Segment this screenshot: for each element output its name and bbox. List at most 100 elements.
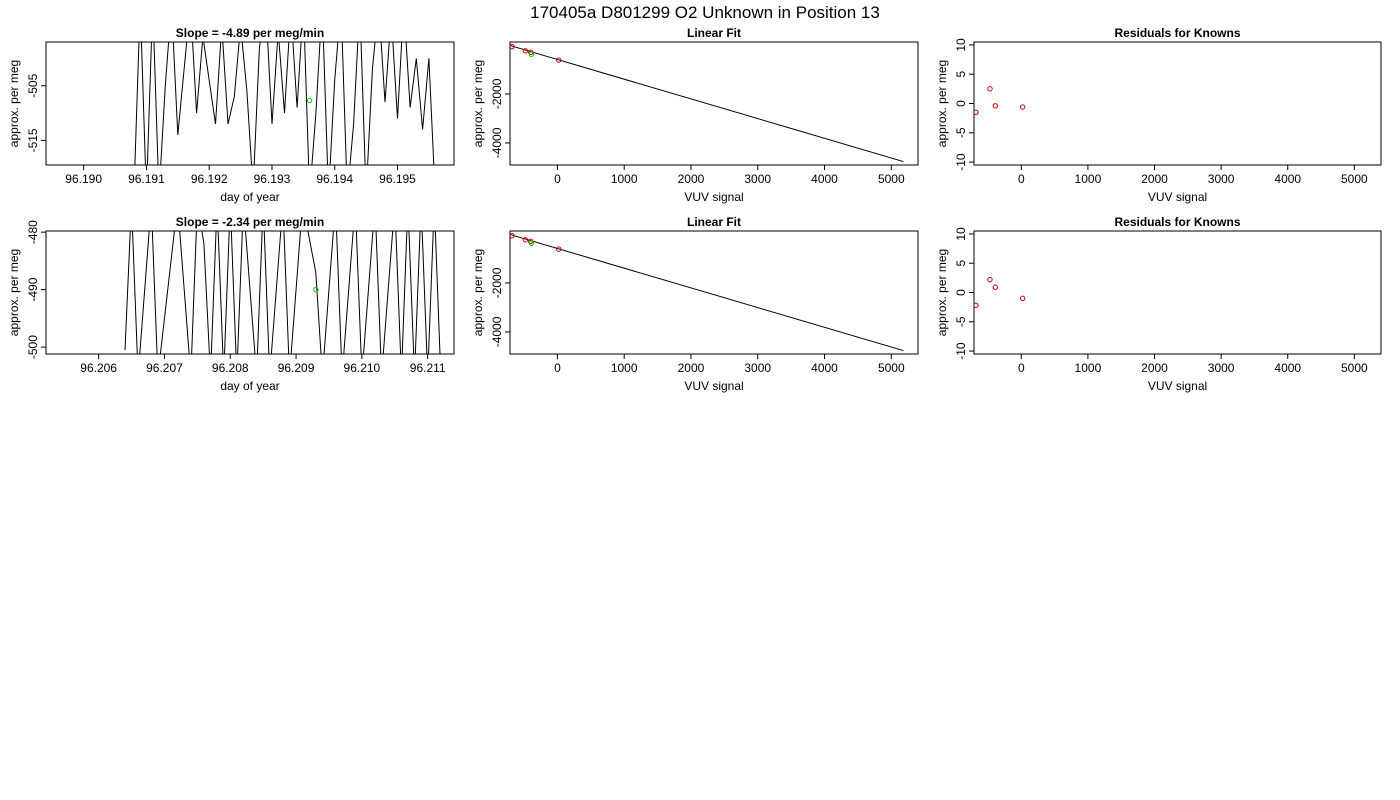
y-tick-label: -10: [954, 153, 968, 171]
plot-area: [134, 42, 435, 165]
plot-area: [974, 276, 1026, 309]
plot-area: [974, 86, 1026, 115]
y-tick-label: 0: [954, 289, 968, 296]
plot-frame: [45, 41, 455, 166]
y-axis-label: approx. per meg: [7, 60, 21, 147]
series-line: [134, 42, 435, 165]
y-tick-label: -500: [26, 335, 40, 359]
panels: Slope = -4.89 per meg/min 96.190 96.191 96.…: [7, 26, 1382, 393]
x-tick-label: 2000: [1141, 172, 1168, 186]
x-axis-label: VUV signal: [1148, 379, 1207, 393]
plot-frame: [509, 41, 919, 166]
y-axis-label: approx. per meg: [7, 249, 21, 336]
x-axis-label: VUV signal: [684, 190, 743, 204]
panel-title: Slope = -4.89 per meg/min: [176, 26, 324, 40]
y-axis-label: approx. per meg: [935, 249, 949, 336]
residual-point: [974, 302, 979, 309]
x-tick-label: 4000: [1274, 172, 1301, 186]
x-tick-label: 0: [1018, 172, 1025, 186]
y-tick-label: -4000: [490, 316, 504, 347]
y-tick-label: 10: [954, 38, 968, 52]
panel-6: Residuals for Knowns 0 1000 2000 3000 4000 500…: [935, 215, 1382, 393]
x-tick-label: 5000: [878, 361, 905, 375]
plot-frame: [45, 230, 455, 355]
known-point: [556, 246, 562, 252]
plot-area: [124, 231, 441, 354]
panel-title: Residuals for Knowns: [1114, 26, 1240, 40]
y-tick-label: 5: [954, 71, 968, 78]
y-tick-label: -5: [954, 127, 968, 138]
unknown-point: [528, 240, 535, 246]
plot-area: [510, 43, 904, 163]
x-tick-label: 96.194: [316, 172, 353, 186]
panel-3: Residuals for Knowns 0 1000 2000 3000 4000 500…: [935, 26, 1382, 204]
x-tick-label: 4000: [811, 172, 838, 186]
residual-point: [987, 86, 993, 92]
plot-frame: [973, 230, 1382, 355]
panel-5: Linear Fit 0 1000 2000 3000 4000 5000 -4000 -200…: [471, 215, 919, 393]
y-axis-label: approx. per meg: [935, 60, 949, 147]
x-tick-label: 96.190: [65, 172, 102, 186]
x-axis-label: day of year: [220, 379, 279, 393]
known-point: [510, 232, 515, 239]
x-tick-label: 1000: [1075, 172, 1102, 186]
panel-1: Slope = -4.89 per meg/min 96.190 96.191 96.…: [7, 26, 455, 204]
x-tick-label: 96.195: [379, 172, 416, 186]
y-axis-label: approx. per meg: [471, 60, 485, 147]
x-tick-label: 3000: [1208, 361, 1235, 375]
panel-title: Linear Fit: [687, 215, 741, 229]
x-tick-label: 96.208: [212, 361, 249, 375]
y-axis-label: approx. per meg: [471, 249, 485, 336]
x-tick-label: 2000: [678, 172, 705, 186]
panel-title: Residuals for Knowns: [1114, 215, 1240, 229]
y-tick-label: -480: [26, 220, 40, 244]
x-tick-label: 2000: [1141, 361, 1168, 375]
y-tick-label: 5: [954, 260, 968, 267]
y-tick-label: 10: [954, 227, 968, 241]
residual-point: [1019, 104, 1026, 110]
x-tick-label: 96.211: [410, 361, 446, 375]
y-tick-label: -2000: [490, 78, 504, 109]
y-tick-label: -5: [954, 316, 968, 327]
x-tick-label: 1000: [1075, 361, 1102, 375]
x-tick-label: 1000: [611, 172, 638, 186]
residual-point: [987, 276, 993, 283]
known-point: [556, 57, 562, 63]
x-tick-label: 3000: [1208, 172, 1235, 186]
x-tick-label: 4000: [811, 361, 838, 375]
x-tick-label: 96.207: [146, 361, 183, 375]
panel-title: Linear Fit: [687, 26, 741, 40]
x-axis-label: day of year: [220, 190, 279, 204]
x-tick-label: 0: [554, 361, 561, 375]
x-tick-label: 96.209: [278, 361, 315, 375]
residual-point: [974, 109, 979, 115]
x-axis-label: VUV signal: [684, 379, 743, 393]
panel-4: Slope = -2.34 per meg/min 96.206 96.207 96.…: [7, 215, 455, 393]
unknown-point: [528, 51, 535, 57]
x-tick-label: 0: [1018, 361, 1025, 375]
x-tick-label: 96.192: [191, 172, 228, 186]
residual-point: [1019, 295, 1026, 302]
panel-title: Slope = -2.34 per meg/min: [176, 215, 324, 229]
residual-point: [992, 284, 999, 290]
figure-title: 170405a D801299 O2 Unknown in Position 1…: [530, 3, 880, 22]
x-tick-label: 1000: [611, 361, 638, 375]
plot-frame: [509, 230, 919, 355]
y-tick-label: -4000: [490, 127, 504, 158]
y-tick-label: -490: [26, 277, 40, 301]
x-tick-label: 96.206: [80, 361, 117, 375]
series-line: [124, 231, 441, 354]
unknown-point: [313, 286, 319, 293]
y-tick-label: -2000: [490, 267, 504, 298]
y-tick-label: -515: [26, 128, 40, 152]
plot-area: [510, 232, 904, 352]
x-tick-label: 4000: [1274, 361, 1301, 375]
panel-2: Linear Fit 0 1000 2000 3000 4000 5000 -4000 -200…: [471, 26, 919, 204]
x-tick-label: 96.193: [254, 172, 291, 186]
y-tick-label: 0: [954, 100, 968, 107]
x-tick-label: 96.210: [344, 361, 381, 375]
y-tick-label: -10: [954, 342, 968, 360]
unknown-point: [306, 97, 313, 104]
x-tick-label: 2000: [678, 361, 705, 375]
